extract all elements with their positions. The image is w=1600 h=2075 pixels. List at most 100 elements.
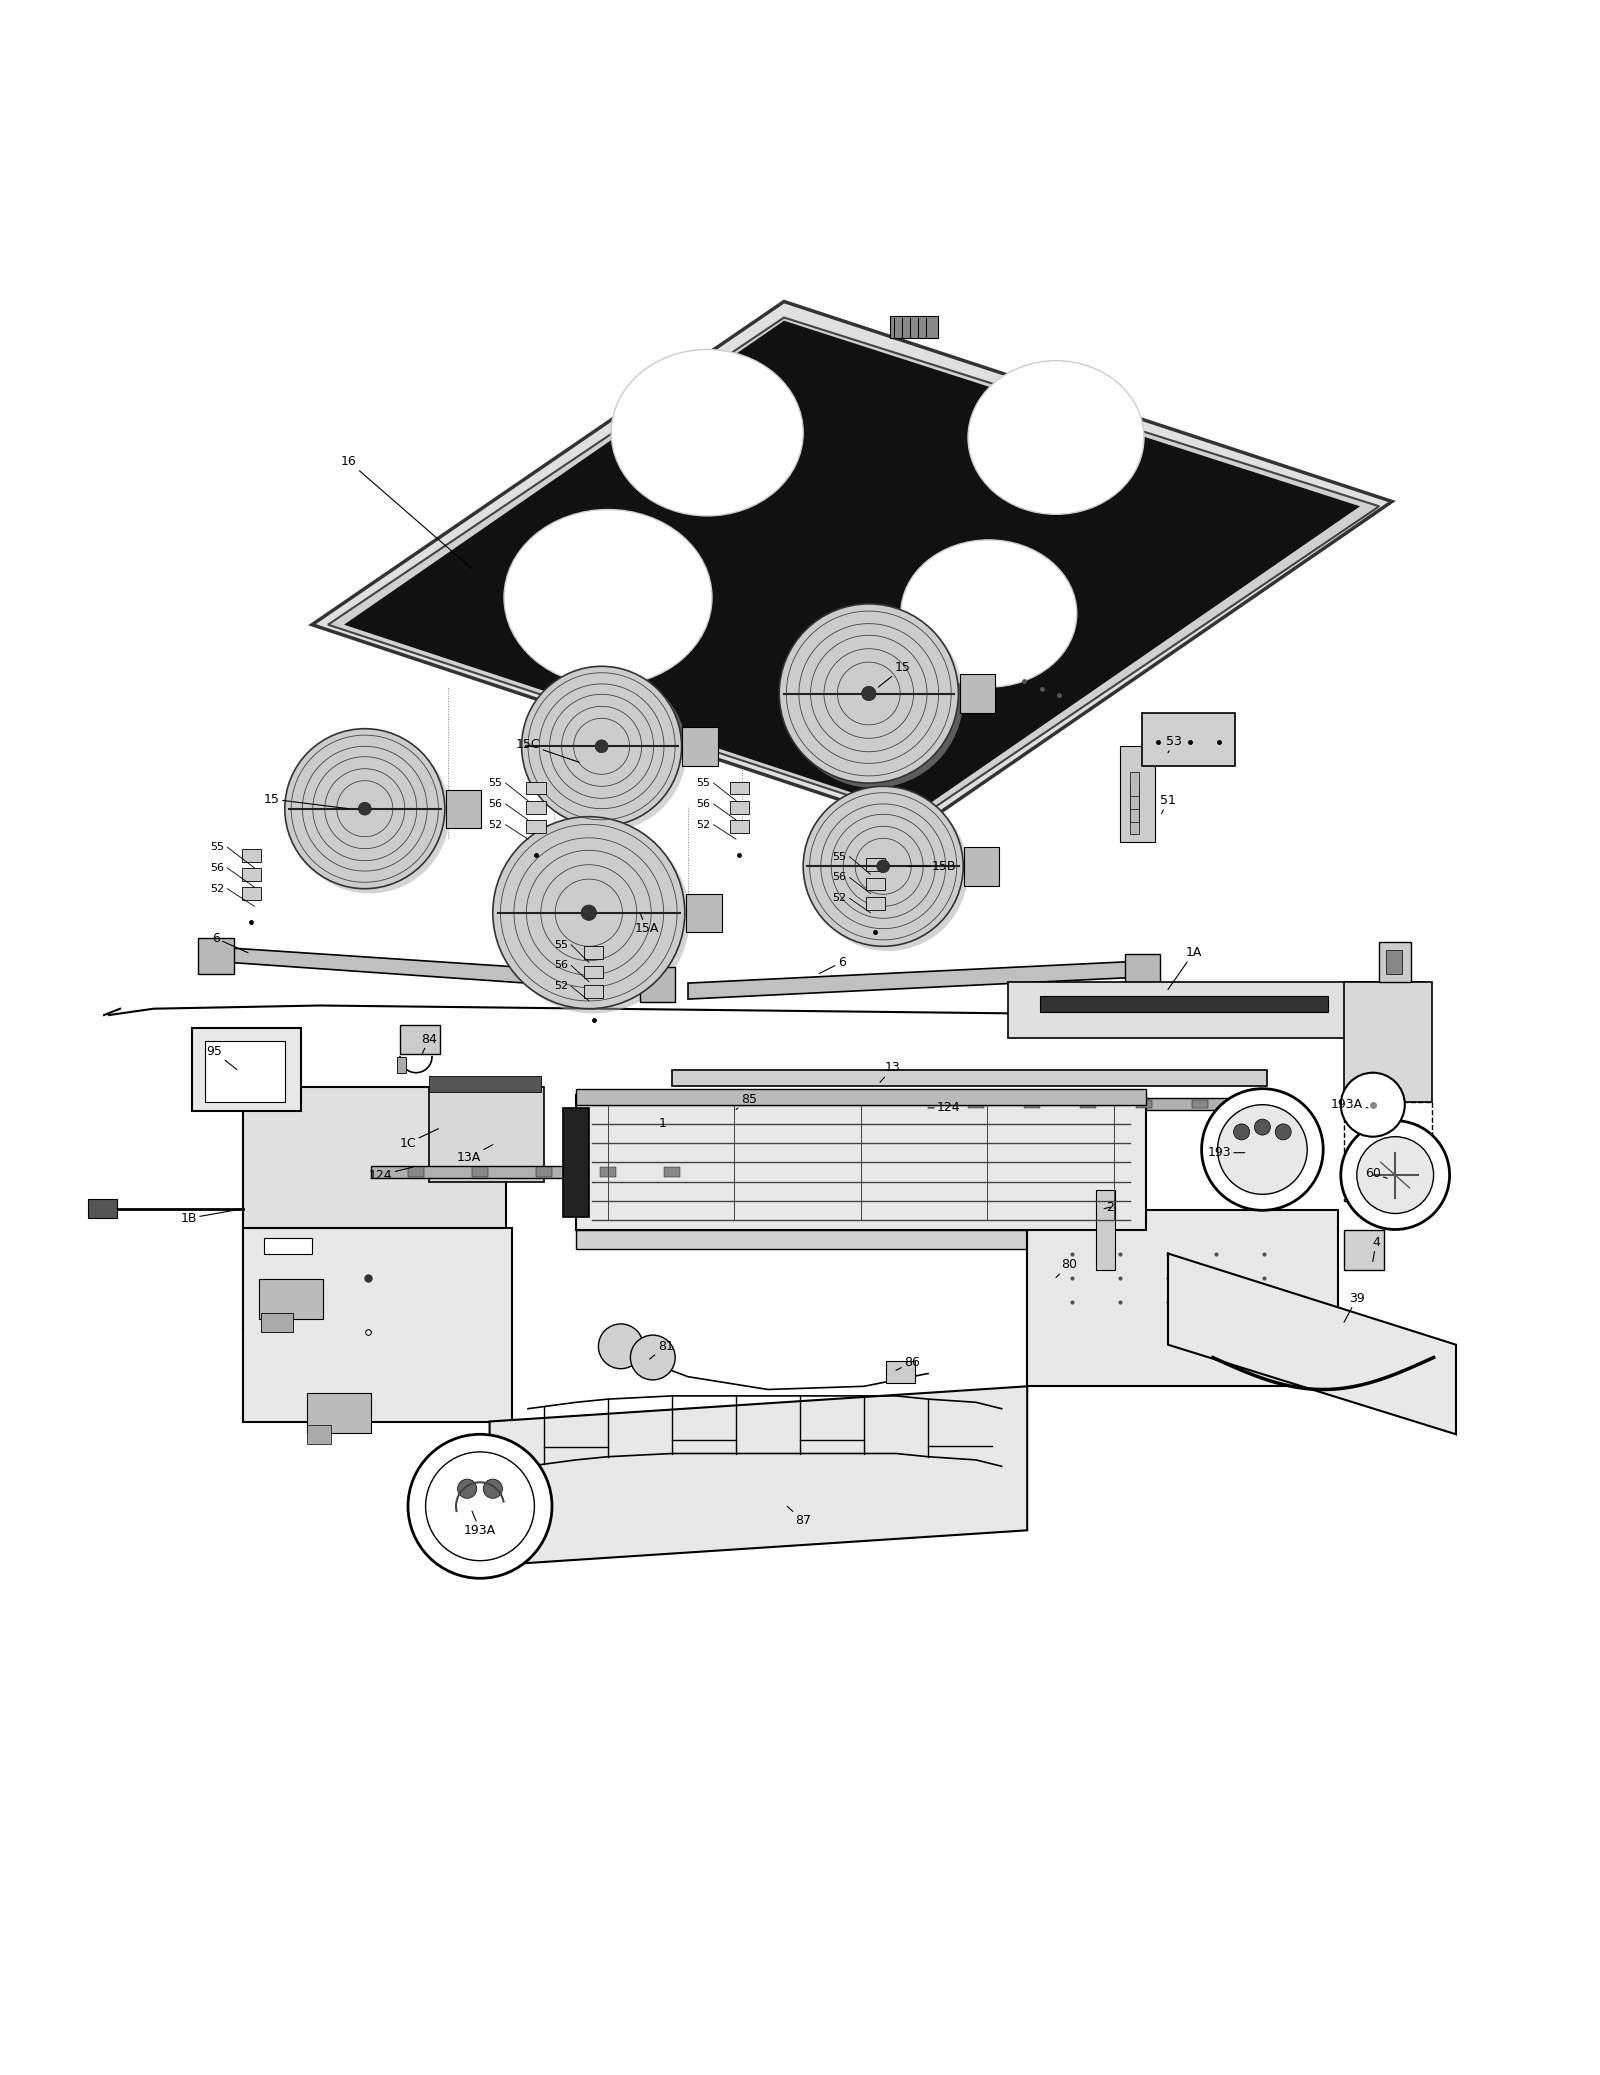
Bar <box>664 1166 680 1177</box>
Text: 55: 55 <box>696 778 710 788</box>
Bar <box>1386 950 1402 973</box>
Circle shape <box>290 732 450 894</box>
Bar <box>600 1166 616 1177</box>
Ellipse shape <box>504 510 712 685</box>
Bar <box>686 894 722 932</box>
Circle shape <box>1275 1125 1291 1139</box>
Text: 60: 60 <box>1365 1166 1387 1181</box>
Text: 1C: 1C <box>400 1129 438 1150</box>
Text: 4: 4 <box>1373 1237 1379 1262</box>
Text: 52: 52 <box>210 884 224 894</box>
Bar <box>1125 954 1160 990</box>
Circle shape <box>408 1434 552 1579</box>
Text: 53: 53 <box>1166 735 1182 753</box>
Text: 56: 56 <box>832 872 846 882</box>
Bar <box>242 867 261 880</box>
Bar <box>445 788 482 828</box>
Polygon shape <box>205 946 664 992</box>
Circle shape <box>1234 1125 1250 1139</box>
Text: 52: 52 <box>554 981 568 992</box>
Text: 15: 15 <box>264 793 349 809</box>
Polygon shape <box>490 1386 1027 1565</box>
Bar <box>730 820 749 832</box>
Circle shape <box>784 608 963 788</box>
Circle shape <box>1357 1137 1434 1214</box>
Text: 1: 1 <box>659 1118 666 1131</box>
Bar <box>307 1392 371 1432</box>
Text: 52: 52 <box>832 894 846 903</box>
Ellipse shape <box>968 361 1144 515</box>
Circle shape <box>581 905 597 921</box>
Bar <box>1080 1100 1096 1108</box>
Bar <box>584 965 603 977</box>
Circle shape <box>595 741 608 753</box>
Text: 193A: 193A <box>464 1511 496 1538</box>
Bar <box>536 1166 552 1177</box>
Text: 55: 55 <box>488 778 502 788</box>
Text: 52: 52 <box>488 820 502 830</box>
Bar <box>242 888 261 901</box>
Bar <box>1096 1189 1115 1270</box>
Bar <box>576 1089 1146 1104</box>
Ellipse shape <box>901 540 1077 687</box>
Circle shape <box>483 1479 502 1498</box>
Bar <box>1192 1100 1208 1108</box>
Polygon shape <box>328 317 1379 818</box>
Bar <box>1379 942 1411 981</box>
Bar <box>408 1166 424 1177</box>
Bar <box>968 1100 984 1108</box>
Polygon shape <box>672 1069 1267 1085</box>
Text: 51: 51 <box>1160 795 1176 813</box>
Text: 55: 55 <box>832 851 846 861</box>
Text: 84: 84 <box>421 1033 437 1054</box>
Bar <box>264 1237 312 1253</box>
Polygon shape <box>312 301 1392 826</box>
Bar <box>526 820 546 832</box>
Text: 193: 193 <box>1208 1145 1245 1160</box>
Text: 56: 56 <box>210 863 224 874</box>
Text: 15: 15 <box>878 662 910 687</box>
Bar <box>472 1166 488 1177</box>
Circle shape <box>522 666 682 826</box>
Polygon shape <box>1168 1253 1456 1434</box>
Bar <box>400 1025 440 1054</box>
Bar <box>259 1278 323 1320</box>
Text: 13A: 13A <box>456 1145 493 1164</box>
Text: 6: 6 <box>819 957 845 973</box>
Circle shape <box>493 818 685 1008</box>
Polygon shape <box>371 1166 720 1179</box>
Circle shape <box>630 1334 675 1380</box>
Bar <box>584 986 603 998</box>
Text: 85: 85 <box>736 1094 757 1110</box>
Text: 56: 56 <box>696 799 710 809</box>
Bar <box>730 782 749 795</box>
Bar <box>261 1313 293 1332</box>
Bar <box>397 1056 406 1073</box>
Bar <box>963 847 998 886</box>
Text: 55: 55 <box>554 940 568 950</box>
Circle shape <box>358 803 371 815</box>
Polygon shape <box>205 946 232 961</box>
Text: 86: 86 <box>896 1355 920 1370</box>
Bar <box>205 1042 285 1102</box>
Text: 56: 56 <box>554 961 568 971</box>
Text: 6: 6 <box>213 932 248 952</box>
Bar <box>563 1108 589 1216</box>
Bar <box>1130 797 1139 822</box>
Bar <box>886 1361 915 1384</box>
Polygon shape <box>1027 1210 1338 1386</box>
Bar <box>526 782 546 795</box>
Bar <box>1136 1100 1152 1108</box>
Bar <box>866 896 885 909</box>
Bar <box>640 967 675 1002</box>
Bar <box>1142 712 1235 766</box>
Polygon shape <box>688 961 1149 998</box>
Bar <box>682 726 717 766</box>
Bar <box>429 1077 541 1091</box>
Text: 1A: 1A <box>1168 946 1202 990</box>
Text: 56: 56 <box>488 799 502 809</box>
Circle shape <box>808 791 968 950</box>
Circle shape <box>458 1479 477 1498</box>
Ellipse shape <box>611 349 803 517</box>
Bar <box>730 801 749 813</box>
